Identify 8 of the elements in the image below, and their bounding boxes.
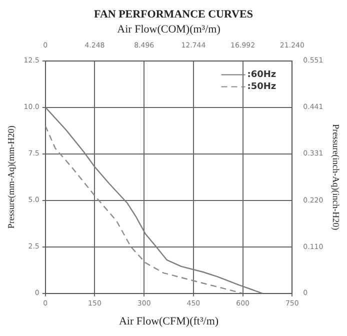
x-axis-title: Air Flow(CFM)(ft³/m) xyxy=(118,315,219,328)
chart-title: FAN PERFORMANCE CURVES xyxy=(94,8,253,20)
legend-label: :50Hz xyxy=(247,82,276,92)
line-series xyxy=(45,125,244,294)
legend-label: :60Hz xyxy=(247,70,276,80)
y2-axis-title: Pressure(inch-Aq)(inch-H20) xyxy=(331,124,342,230)
x2-axis-title: Air Flow(COM)(m³/m) xyxy=(117,24,221,36)
y-axis-title: Pressure(mm-Aq)(mm-H20) xyxy=(6,126,16,229)
